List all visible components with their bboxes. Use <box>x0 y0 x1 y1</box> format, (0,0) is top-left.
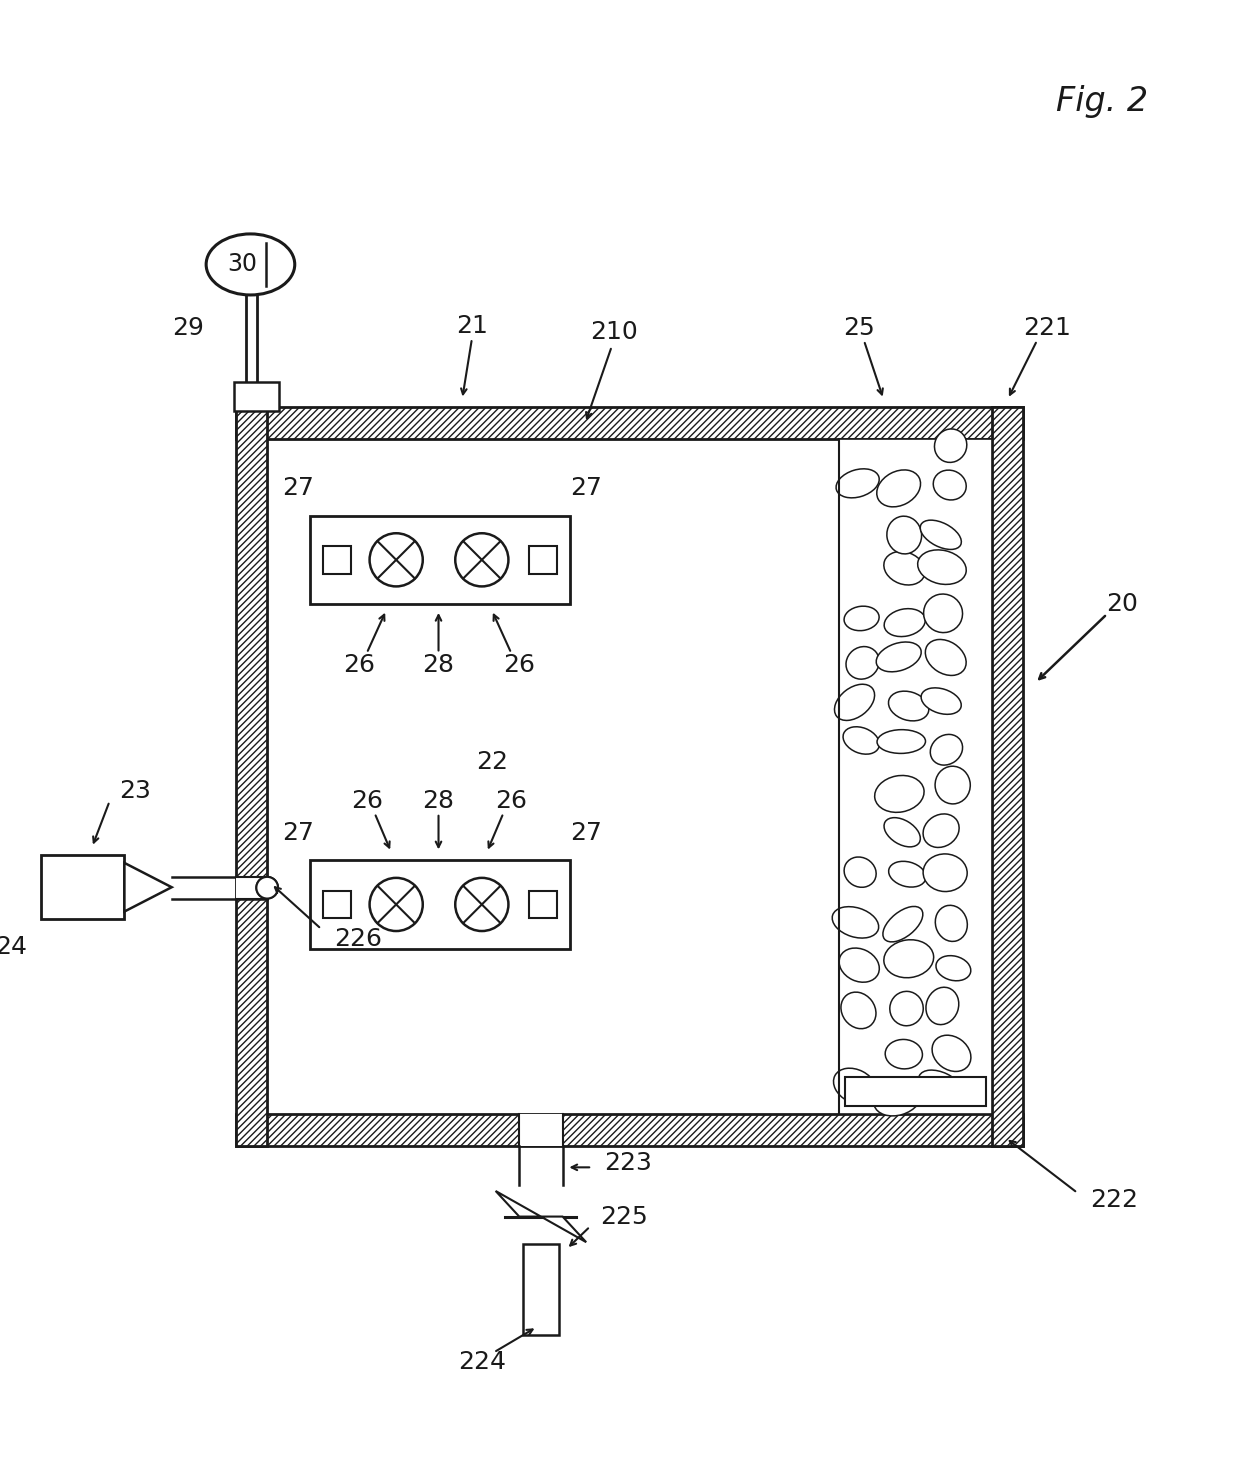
Ellipse shape <box>926 987 959 1024</box>
Circle shape <box>257 877 278 898</box>
Circle shape <box>257 877 278 898</box>
Ellipse shape <box>890 991 924 1026</box>
Bar <box>233 381 279 411</box>
Bar <box>846 1077 986 1106</box>
Text: 22: 22 <box>476 750 507 774</box>
Text: 28: 28 <box>423 654 455 677</box>
Bar <box>236 408 267 1146</box>
Ellipse shape <box>889 691 929 720</box>
Text: 26: 26 <box>503 654 536 677</box>
Ellipse shape <box>923 814 959 848</box>
Circle shape <box>370 534 423 587</box>
Text: 26: 26 <box>495 788 527 814</box>
Text: 20: 20 <box>1106 593 1138 617</box>
Text: 27: 27 <box>281 821 314 845</box>
Polygon shape <box>541 1217 587 1242</box>
Ellipse shape <box>885 1039 923 1069</box>
Polygon shape <box>496 1192 541 1217</box>
Ellipse shape <box>919 1070 963 1103</box>
Text: 24: 24 <box>0 935 27 959</box>
Ellipse shape <box>932 1036 971 1071</box>
Ellipse shape <box>936 956 971 981</box>
Circle shape <box>370 877 423 931</box>
Ellipse shape <box>874 775 924 812</box>
Ellipse shape <box>935 906 967 941</box>
Ellipse shape <box>884 818 920 846</box>
Ellipse shape <box>920 520 961 550</box>
Ellipse shape <box>835 685 874 720</box>
Bar <box>310 516 570 605</box>
Ellipse shape <box>877 470 920 507</box>
Text: 225: 225 <box>600 1205 647 1229</box>
Circle shape <box>455 534 508 587</box>
Ellipse shape <box>884 609 925 637</box>
Ellipse shape <box>206 234 295 295</box>
Text: 27: 27 <box>281 476 314 499</box>
Text: 27: 27 <box>570 821 603 845</box>
Bar <box>520 1114 563 1146</box>
Text: 223: 223 <box>604 1152 652 1175</box>
Text: 30: 30 <box>228 252 258 277</box>
Text: 224: 224 <box>458 1350 506 1374</box>
Ellipse shape <box>883 907 923 943</box>
Ellipse shape <box>877 729 925 753</box>
Ellipse shape <box>844 857 877 888</box>
Ellipse shape <box>833 1069 877 1104</box>
Bar <box>324 545 351 574</box>
Ellipse shape <box>918 550 966 584</box>
Bar <box>236 408 1023 439</box>
Ellipse shape <box>921 688 961 714</box>
Bar <box>236 877 267 898</box>
Text: 21: 21 <box>456 314 487 338</box>
Bar <box>236 1114 1023 1146</box>
Ellipse shape <box>846 646 879 679</box>
Ellipse shape <box>925 639 966 676</box>
Bar <box>992 408 1023 1146</box>
Ellipse shape <box>841 991 875 1029</box>
Ellipse shape <box>930 735 962 765</box>
Text: 23: 23 <box>119 780 151 803</box>
Ellipse shape <box>889 861 926 888</box>
Bar <box>839 439 992 1114</box>
Text: 221: 221 <box>1023 317 1071 341</box>
Ellipse shape <box>934 470 966 499</box>
Bar <box>529 891 557 919</box>
Text: 26: 26 <box>351 788 383 814</box>
Text: 226: 226 <box>334 926 382 951</box>
Text: 26: 26 <box>342 654 374 677</box>
Ellipse shape <box>874 1082 921 1116</box>
Text: 28: 28 <box>423 788 455 814</box>
Text: 210: 210 <box>590 320 637 344</box>
Text: 222: 222 <box>1090 1189 1138 1212</box>
Bar <box>523 1245 559 1335</box>
Bar <box>324 891 351 919</box>
Ellipse shape <box>935 428 967 462</box>
Text: 25: 25 <box>843 317 875 341</box>
Ellipse shape <box>843 726 879 754</box>
Bar <box>267 439 992 1114</box>
Circle shape <box>455 877 508 931</box>
Ellipse shape <box>887 516 921 554</box>
Bar <box>310 860 570 948</box>
Ellipse shape <box>884 940 934 978</box>
Bar <box>41 855 124 919</box>
Polygon shape <box>124 863 171 911</box>
Ellipse shape <box>884 551 925 585</box>
Ellipse shape <box>877 642 921 671</box>
Ellipse shape <box>924 594 962 633</box>
Ellipse shape <box>923 854 967 892</box>
Text: 29: 29 <box>172 317 205 341</box>
Ellipse shape <box>836 468 879 498</box>
Text: 27: 27 <box>570 476 603 499</box>
Ellipse shape <box>832 907 879 938</box>
Ellipse shape <box>844 606 879 631</box>
Text: Fig. 2: Fig. 2 <box>1056 86 1148 119</box>
Ellipse shape <box>839 948 879 983</box>
Ellipse shape <box>935 766 970 803</box>
Bar <box>529 545 557 574</box>
